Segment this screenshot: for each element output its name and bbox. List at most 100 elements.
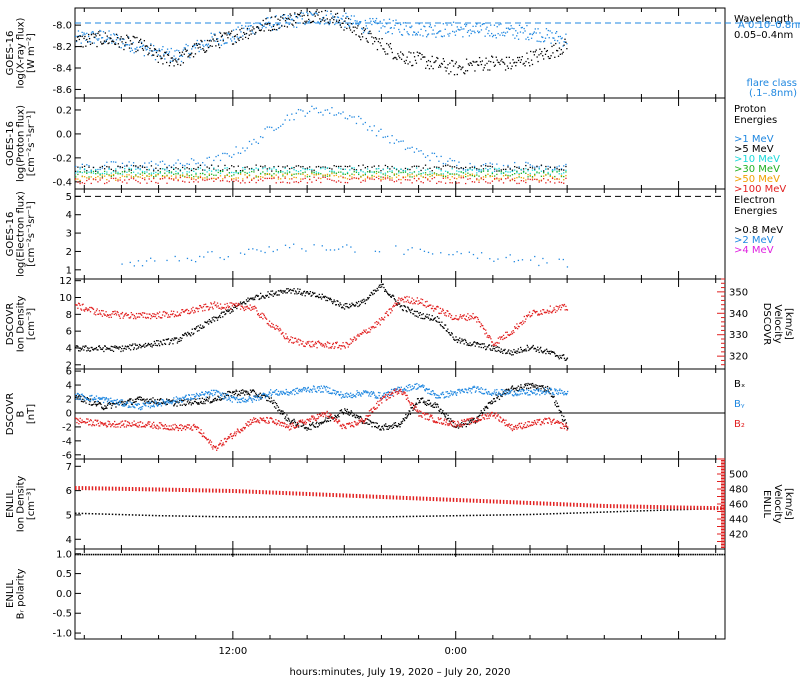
data-point bbox=[525, 350, 528, 352]
data-point bbox=[147, 316, 149, 319]
data-point bbox=[159, 398, 161, 401]
data-point bbox=[107, 42, 109, 45]
data-point bbox=[378, 171, 380, 173]
data-point bbox=[218, 316, 220, 318]
data-point bbox=[245, 308, 247, 311]
data-point bbox=[371, 174, 373, 177]
data-point bbox=[283, 14, 286, 16]
data-point bbox=[329, 174, 331, 176]
data-point bbox=[514, 61, 516, 64]
data-point bbox=[217, 165, 219, 167]
data-point bbox=[556, 171, 558, 173]
data-point bbox=[190, 158, 193, 160]
data-point bbox=[397, 22, 399, 25]
data-point bbox=[340, 175, 342, 177]
data-point bbox=[268, 293, 271, 295]
data-point bbox=[199, 175, 202, 177]
data-point bbox=[476, 416, 478, 418]
data-point bbox=[318, 424, 321, 426]
data-point bbox=[364, 422, 366, 425]
data-point bbox=[456, 251, 458, 253]
data-point bbox=[396, 22, 398, 24]
data-point bbox=[549, 181, 551, 183]
data-point bbox=[530, 33, 532, 35]
data-point bbox=[424, 301, 427, 303]
data-point bbox=[319, 342, 321, 344]
data-point bbox=[527, 382, 529, 385]
data-point bbox=[485, 407, 487, 409]
data-point bbox=[274, 16, 276, 18]
data-point bbox=[207, 251, 209, 253]
legend-item-electron: >4 MeV bbox=[734, 245, 774, 256]
data-point bbox=[380, 176, 382, 178]
data-point bbox=[469, 420, 471, 422]
data-point bbox=[151, 400, 153, 402]
data-point bbox=[78, 395, 81, 397]
data-point bbox=[377, 289, 379, 291]
data-point bbox=[286, 292, 289, 294]
data-point bbox=[83, 176, 86, 178]
data-point bbox=[320, 296, 322, 298]
data-point bbox=[315, 179, 317, 181]
data-point bbox=[118, 315, 121, 317]
data-point bbox=[249, 389, 252, 391]
data-point bbox=[503, 31, 505, 33]
data-point bbox=[242, 170, 244, 172]
data-point bbox=[159, 171, 161, 173]
data-point bbox=[235, 28, 237, 31]
data-point bbox=[195, 307, 197, 309]
data-point bbox=[535, 32, 537, 34]
data-point bbox=[139, 39, 141, 42]
data-point bbox=[244, 25, 247, 27]
data-point bbox=[329, 167, 331, 169]
data-point bbox=[339, 24, 341, 26]
data-point bbox=[152, 50, 154, 52]
data-point bbox=[297, 426, 300, 428]
data-point bbox=[121, 166, 124, 169]
data-point bbox=[455, 315, 457, 317]
data-point bbox=[169, 316, 171, 318]
data-point bbox=[275, 170, 277, 173]
data-point bbox=[132, 171, 135, 173]
data-point bbox=[413, 56, 416, 58]
data-point bbox=[371, 176, 373, 178]
data-point bbox=[414, 34, 417, 36]
data-point bbox=[273, 326, 275, 329]
data-point bbox=[340, 165, 342, 168]
data-point bbox=[318, 11, 320, 14]
data-point bbox=[146, 174, 148, 177]
data-point bbox=[197, 325, 199, 327]
data-point bbox=[427, 403, 430, 406]
data-point bbox=[355, 414, 358, 416]
data-point bbox=[531, 63, 534, 66]
data-point bbox=[183, 403, 185, 405]
data-point bbox=[150, 317, 152, 320]
data-point bbox=[109, 38, 111, 40]
data-point bbox=[237, 172, 239, 175]
data-point bbox=[169, 342, 171, 344]
data-point bbox=[509, 62, 511, 64]
data-point bbox=[289, 288, 291, 291]
data-point bbox=[357, 416, 359, 419]
data-point bbox=[197, 310, 199, 313]
data-point bbox=[187, 333, 190, 335]
data-point bbox=[276, 327, 278, 330]
data-point bbox=[266, 23, 268, 26]
data-point bbox=[219, 169, 222, 172]
data-point bbox=[513, 331, 515, 334]
data-point bbox=[309, 178, 311, 181]
data-point bbox=[129, 40, 132, 42]
data-point bbox=[421, 53, 423, 56]
data-point bbox=[485, 348, 487, 351]
data-point bbox=[150, 314, 153, 317]
data-point bbox=[505, 168, 507, 171]
data-point bbox=[245, 303, 247, 305]
data-point bbox=[181, 172, 184, 174]
data-point bbox=[483, 409, 486, 411]
data-point bbox=[546, 350, 549, 352]
data-point bbox=[252, 26, 254, 28]
data-point bbox=[313, 169, 315, 171]
data-point bbox=[215, 316, 217, 319]
data-point bbox=[529, 65, 531, 67]
data-point bbox=[443, 35, 445, 37]
